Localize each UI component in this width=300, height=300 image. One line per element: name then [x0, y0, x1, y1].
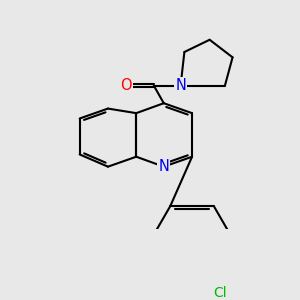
Text: Cl: Cl — [213, 286, 227, 299]
Text: N: N — [158, 159, 169, 174]
Text: O: O — [120, 78, 131, 93]
Text: N: N — [175, 78, 186, 93]
